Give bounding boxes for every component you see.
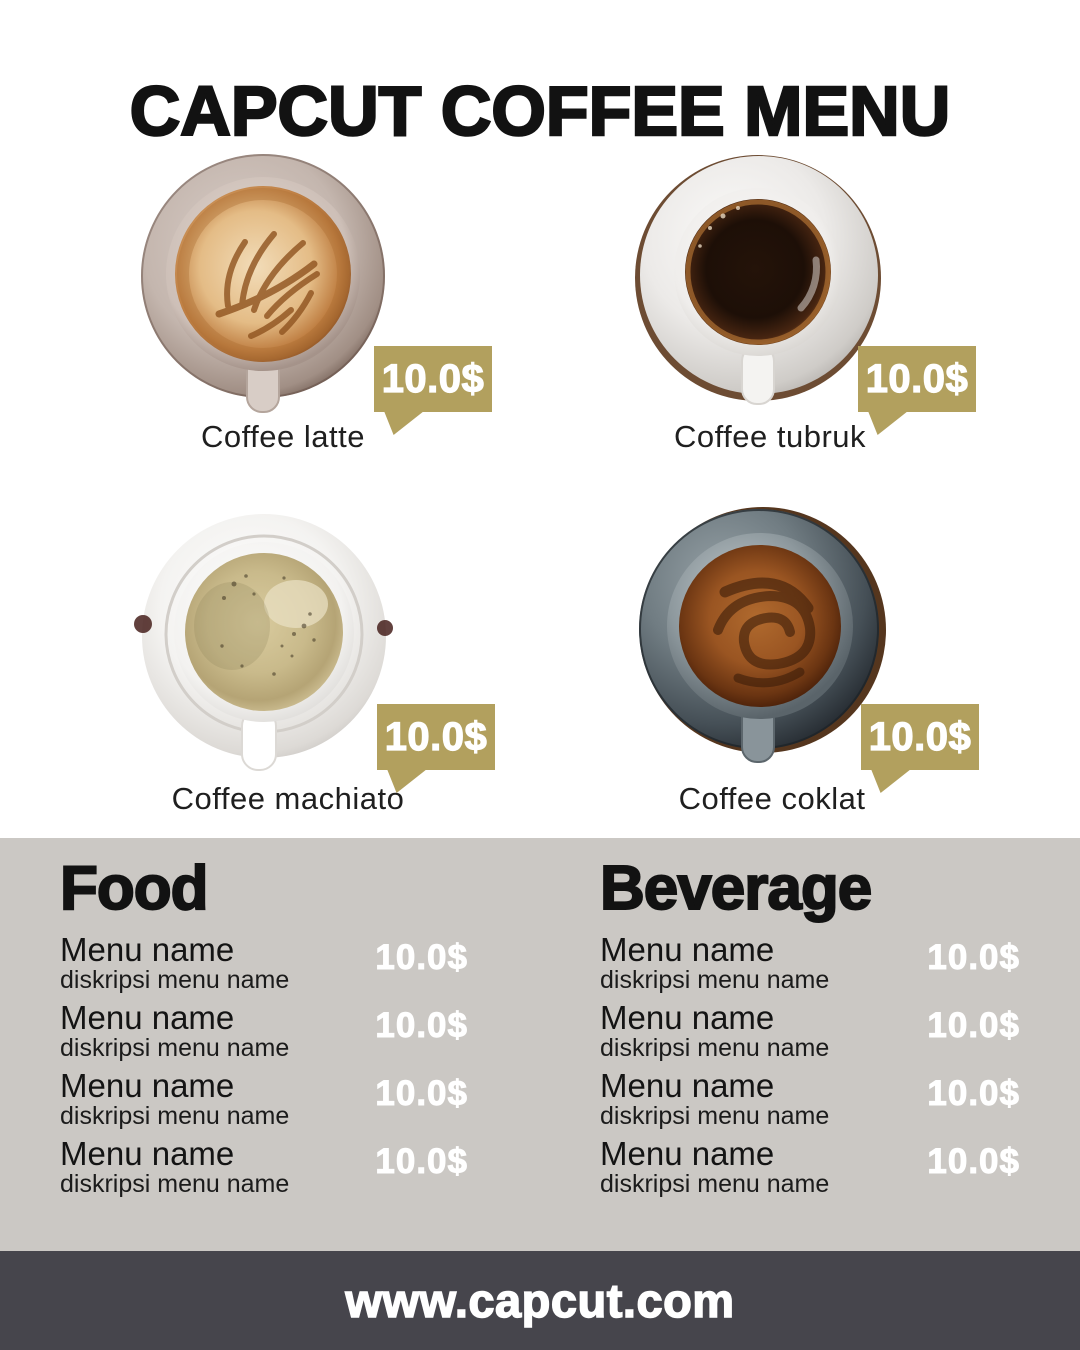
beverage-heading: Beverage — [599, 854, 873, 923]
menu-item-name: Menu name — [600, 1067, 775, 1105]
coffee-latte-image — [133, 146, 393, 418]
price-tag-machiato: 10.0$ — [377, 704, 495, 770]
menu-item-description: diskripsi menu name — [600, 1170, 830, 1199]
menu-item-description: diskripsi menu name — [600, 966, 830, 995]
price-tag-latte-value: 10.0$ — [381, 356, 485, 401]
menu-item-price: 10.0$ — [375, 1006, 468, 1046]
menu-item-price: 10.0$ — [375, 938, 468, 978]
website-url: www.capcut.com — [345, 1273, 735, 1328]
food-menu-item: Menu name diskripsi menu name 10.0$ — [60, 933, 468, 994]
price-tag-coklat-value: 10.0$ — [868, 714, 972, 759]
coffee-coklat-illustration — [639, 507, 886, 763]
coffee-machiato-illustration — [134, 514, 393, 771]
menu-item-name: Menu name — [60, 1135, 235, 1173]
coffee-name-coklat: Coffee coklat — [678, 781, 866, 816]
menu-item-description: diskripsi menu name — [60, 1102, 290, 1131]
menu-item-description: diskripsi menu name — [600, 1034, 830, 1063]
price-tag-latte: 10.0$ — [374, 346, 492, 412]
menu-item-name: Menu name — [60, 1067, 235, 1105]
menu-item-price: 10.0$ — [375, 1074, 468, 1114]
food-menu-item: Menu name diskripsi menu name 10.0$ — [60, 1069, 468, 1130]
food-heading: Food — [59, 854, 210, 923]
menu-item-description: diskripsi menu name — [60, 1170, 290, 1199]
price-tag-tubruk-value: 10.0$ — [865, 356, 969, 401]
menu-panel: Food Menu name diskripsi menu name 10.0$… — [0, 838, 1080, 1251]
coffee-name-latte: Coffee latte — [201, 419, 365, 454]
coffee-tubruk-illustration — [635, 155, 881, 405]
menu-item-name: Menu name — [60, 931, 235, 969]
food-section: Food Menu name diskripsi menu name 10.0$… — [59, 854, 468, 1205]
menu-item-description: diskripsi menu name — [600, 1102, 830, 1131]
price-tag-tubruk: 10.0$ — [858, 346, 976, 412]
menu-item-price: 10.0$ — [375, 1142, 468, 1182]
price-tag-coklat: 10.0$ — [861, 704, 979, 770]
beverage-menu-item: Menu name diskripsi menu name 10.0$ — [600, 1069, 1020, 1130]
beverage-menu-item: Menu name diskripsi menu name 10.0$ — [600, 1137, 1020, 1198]
menu-item-name: Menu name — [600, 1135, 775, 1173]
menu-item-description: diskripsi menu name — [60, 1034, 290, 1063]
coffee-name-tubruk: Coffee tubruk — [673, 419, 867, 454]
menu-item-price: 10.0$ — [927, 1074, 1020, 1114]
coffee-machiato-image — [134, 506, 394, 778]
menu-item-description: diskripsi menu name — [60, 966, 290, 995]
menu-item-name: Menu name — [60, 999, 235, 1037]
coffee-name-machiato: Coffee machiato — [171, 781, 405, 816]
beverage-section: Beverage Menu name diskripsi menu name 1… — [599, 854, 1020, 1205]
beverage-menu-item: Menu name diskripsi menu name 10.0$ — [600, 1001, 1020, 1062]
food-menu-item: Menu name diskripsi menu name 10.0$ — [60, 1137, 468, 1198]
menu-item-price: 10.0$ — [927, 1142, 1020, 1182]
beverage-menu-item: Menu name diskripsi menu name 10.0$ — [600, 933, 1020, 994]
menu-item-name: Menu name — [600, 931, 775, 969]
poster-title: CAPCUT COFFEE MENU — [128, 71, 951, 152]
coffee-coklat-image — [630, 500, 890, 772]
menu-item-price: 10.0$ — [927, 938, 1020, 978]
coffee-tubruk-image — [628, 146, 888, 418]
menu-item-name: Menu name — [600, 999, 775, 1037]
footer-bar: www.capcut.com — [0, 1251, 1080, 1350]
price-tag-machiato-value: 10.0$ — [384, 714, 488, 759]
coffee-latte-illustration — [141, 154, 385, 413]
menu-item-price: 10.0$ — [927, 1006, 1020, 1046]
food-menu-item: Menu name diskripsi menu name 10.0$ — [60, 1001, 468, 1062]
